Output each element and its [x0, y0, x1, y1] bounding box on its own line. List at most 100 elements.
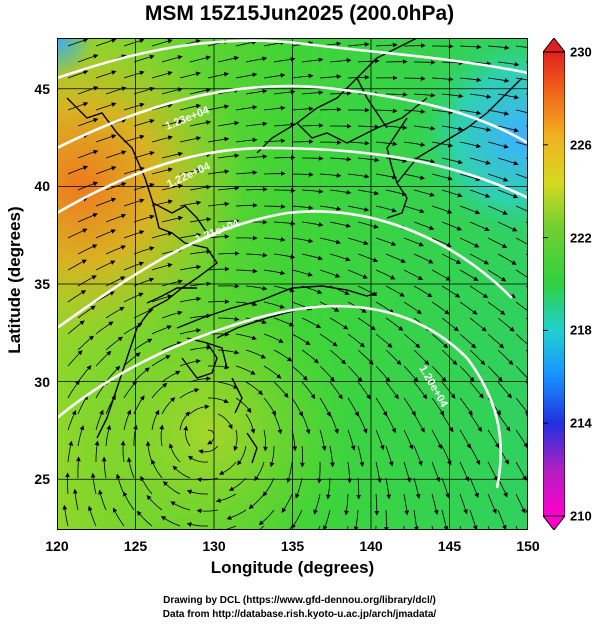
streamline-arrow [123, 352, 141, 367]
streamline-arrow [263, 204, 286, 209]
streamline-arrow [459, 109, 482, 116]
streamline-arrow [319, 333, 338, 347]
streamline-arrow [115, 473, 125, 495]
streamline-arrow [105, 336, 124, 351]
x-tick-label: 150 [516, 538, 540, 554]
streamline-arrow [487, 205, 508, 215]
streamline-arrow [161, 341, 183, 351]
streamline-arrow [245, 381, 264, 396]
x-axis-label: Longitude (degrees) [210, 558, 375, 577]
streamline-arrow [170, 501, 191, 511]
streamline-arrow [487, 333, 505, 349]
streamline-arrow [151, 71, 173, 79]
streamline-arrow [515, 269, 528, 279]
streamline-arrow [235, 170, 258, 176]
streamline-arrow [413, 92, 436, 98]
streamline-arrow [515, 205, 528, 212]
streamline-arrow [469, 413, 482, 433]
streamline-arrow [301, 123, 324, 128]
streamline-arrow [77, 335, 95, 351]
streamline-arrow [77, 54, 99, 63]
streamline-arrow [347, 140, 370, 146]
streamline-arrow [515, 237, 528, 245]
streamline-arrow [459, 44, 482, 50]
streamline-arrow [347, 205, 370, 212]
streamline-arrow [123, 198, 145, 207]
streamline-arrow [235, 397, 252, 413]
streamline-arrow [207, 136, 230, 143]
streamline-arrow [431, 461, 441, 483]
streamline-arrow [403, 301, 422, 315]
streamline-arrow [67, 350, 83, 367]
streamline-arrow [67, 228, 88, 239]
streamline-arrow [487, 77, 510, 83]
map-plot-area: 1.23e+04 1.22e+04 1.21e+04 1.20e+04 [57, 38, 528, 530]
streamline-arrow [161, 215, 184, 223]
streamline-arrow [374, 493, 380, 516]
streamline-arrow [245, 121, 268, 127]
streamline-arrow [497, 253, 517, 265]
y-axis-label: Latitude (degrees) [5, 206, 24, 354]
streamline-arrow [357, 124, 380, 130]
streamline-arrow [207, 266, 230, 272]
streamline-arrow [263, 73, 286, 79]
streamline-arrow [151, 231, 173, 239]
streamline-arrow [123, 380, 138, 399]
streamline-arrow [431, 333, 449, 349]
streamline-arrow [515, 301, 528, 316]
colorbar-tick-label: 222 [570, 230, 592, 246]
streamline-arrow [375, 108, 398, 114]
streamline-arrow [217, 185, 240, 191]
streamline-arrow [207, 299, 230, 305]
streamline-arrow [217, 251, 240, 256]
streamline-arrow [105, 150, 127, 159]
streamline-arrow [217, 349, 240, 355]
streamline-arrow [469, 125, 492, 132]
streamline-arrow [95, 166, 117, 175]
streamline-arrow [273, 221, 296, 226]
streamline-arrow [357, 413, 368, 434]
streamline-arrow [329, 58, 352, 63]
streamline-arrow [459, 141, 482, 149]
streamline-arrow [159, 424, 165, 447]
streamline-arrow [95, 197, 117, 207]
streamline-arrow [357, 157, 380, 163]
streamline-arrow [413, 285, 433, 298]
streamline-arrow [347, 42, 370, 47]
streamline-arrow [273, 413, 283, 435]
streamline-arrow [515, 461, 527, 481]
streamline-arrow [459, 301, 478, 315]
streamline-arrow [347, 397, 359, 417]
streamline-arrow [245, 349, 266, 359]
streamline-arrow [245, 89, 268, 95]
streamline-arrow [67, 38, 89, 47]
streamline-arrow [441, 445, 452, 466]
streamline-arrow [487, 429, 500, 449]
streamline-arrow [254, 461, 265, 482]
streamline-arrow [263, 301, 285, 309]
colorbar-tick-label: 230 [570, 44, 592, 60]
streamline-arrow [67, 290, 87, 303]
y-tick-label: 35 [34, 276, 50, 292]
y-tick-label: 25 [34, 471, 50, 488]
streamline-arrow [385, 381, 399, 400]
streamline-arrow [469, 477, 479, 498]
streamline-arrow [263, 365, 282, 379]
streamline-arrow [133, 338, 153, 351]
streamline-arrow [77, 244, 98, 255]
streamline-arrow [140, 475, 153, 495]
streamline-arrow [347, 333, 365, 348]
streamline-arrow [413, 445, 423, 467]
streamline-arrow [385, 189, 408, 197]
streamline-arrow [291, 509, 303, 529]
streamline-arrow [487, 365, 503, 382]
streamline-arrow [329, 221, 352, 228]
streamline-arrow [217, 55, 240, 63]
streamline-arrow [375, 269, 396, 280]
x-tick-label: 130 [202, 538, 226, 554]
streamline-arrow [487, 141, 509, 149]
colorbar-tick-label: 218 [570, 322, 592, 338]
streamline-arrow [179, 200, 202, 207]
streamline-arrow [133, 246, 155, 255]
streamline-arrow [356, 477, 362, 500]
